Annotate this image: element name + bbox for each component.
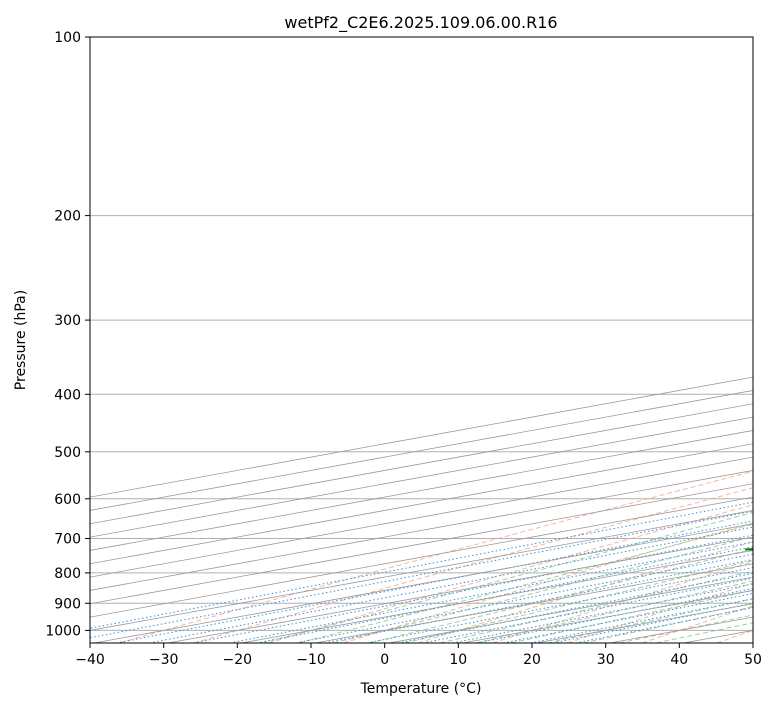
x-tick-label: 10 <box>449 652 467 668</box>
mixing-ratio-line <box>530 598 753 643</box>
y-tick-label: 900 <box>54 596 81 612</box>
y-tick-label: 100 <box>54 30 81 46</box>
y-tick-label: 700 <box>54 532 81 548</box>
y-tick-label: 1000 <box>45 623 81 639</box>
moist-adiabat-line <box>368 548 753 643</box>
x-tick-label: −20 <box>223 652 253 668</box>
y-tick-label: 400 <box>54 387 81 403</box>
moist-adiabat-line <box>333 536 753 643</box>
isotherm-line <box>90 430 753 551</box>
dry-adiabat-line <box>492 561 753 643</box>
y-tick-label: 300 <box>54 313 81 329</box>
x-tick-label: 30 <box>597 652 615 668</box>
plot-background <box>90 37 753 643</box>
y-tick-label: 500 <box>54 445 81 461</box>
y-tick-label: 800 <box>54 566 81 582</box>
isotherm-line <box>90 483 753 605</box>
isotherms <box>90 376 753 643</box>
x-tick-label: 0 <box>380 652 389 668</box>
mixing-ratio-line <box>295 553 753 643</box>
moist-adiabat-line <box>298 523 753 643</box>
isotherm-line <box>90 510 753 631</box>
isotherm-line <box>90 470 753 591</box>
moist-adiabat-line <box>262 511 753 643</box>
mixing-ratio-line <box>575 607 753 643</box>
mixing-ratio-line <box>229 541 753 643</box>
mixing-ratio-line <box>552 602 753 643</box>
mixing-ratio-line <box>90 501 753 629</box>
y-axis-label: Pressure (hPa) <box>13 290 29 390</box>
isotherm-line <box>90 456 753 578</box>
y-tick-label: 600 <box>54 492 81 508</box>
mixing-ratio-line <box>149 526 753 643</box>
isotherm-line <box>90 496 753 618</box>
y-axis-ticks: 100 200 300 400 500 600 700 800 900 1000 <box>45 30 90 639</box>
x-tick-label: −40 <box>75 652 105 668</box>
isotherm-line <box>167 536 753 643</box>
y-tick-label: 200 <box>54 209 81 225</box>
moist-adiabats <box>262 511 753 643</box>
x-tick-label: −30 <box>149 652 179 668</box>
x-axis-ticks: −40 −30 −20 −10 0 10 20 30 40 50 <box>75 643 762 668</box>
isotherm-line <box>90 443 753 565</box>
moist-adiabat-line <box>439 570 753 643</box>
chart-title: wetPf2_C2E6.2025.109.06.00.R16 <box>284 13 557 33</box>
isotherm-line <box>94 523 753 643</box>
mixing-ratio-line <box>193 534 753 643</box>
mixing-ratio-line <box>256 546 753 643</box>
x-tick-label: 40 <box>670 652 688 668</box>
pressure-gridlines <box>90 37 753 631</box>
x-tick-label: 50 <box>744 652 762 668</box>
dry-adiabat-line <box>119 470 753 643</box>
x-axis-label: Temperature (°C) <box>360 681 482 697</box>
x-tick-label: −10 <box>296 652 326 668</box>
x-tick-label: 20 <box>523 652 541 668</box>
dry-adiabat-line <box>343 522 753 643</box>
mixing-ratio-lines <box>90 501 753 643</box>
plot-area: -100-90-80-70-60-50-40-30-20-1000.10.20.… <box>90 37 753 643</box>
plot-frame <box>89 36 754 644</box>
moist-adiabat-line <box>511 589 753 643</box>
